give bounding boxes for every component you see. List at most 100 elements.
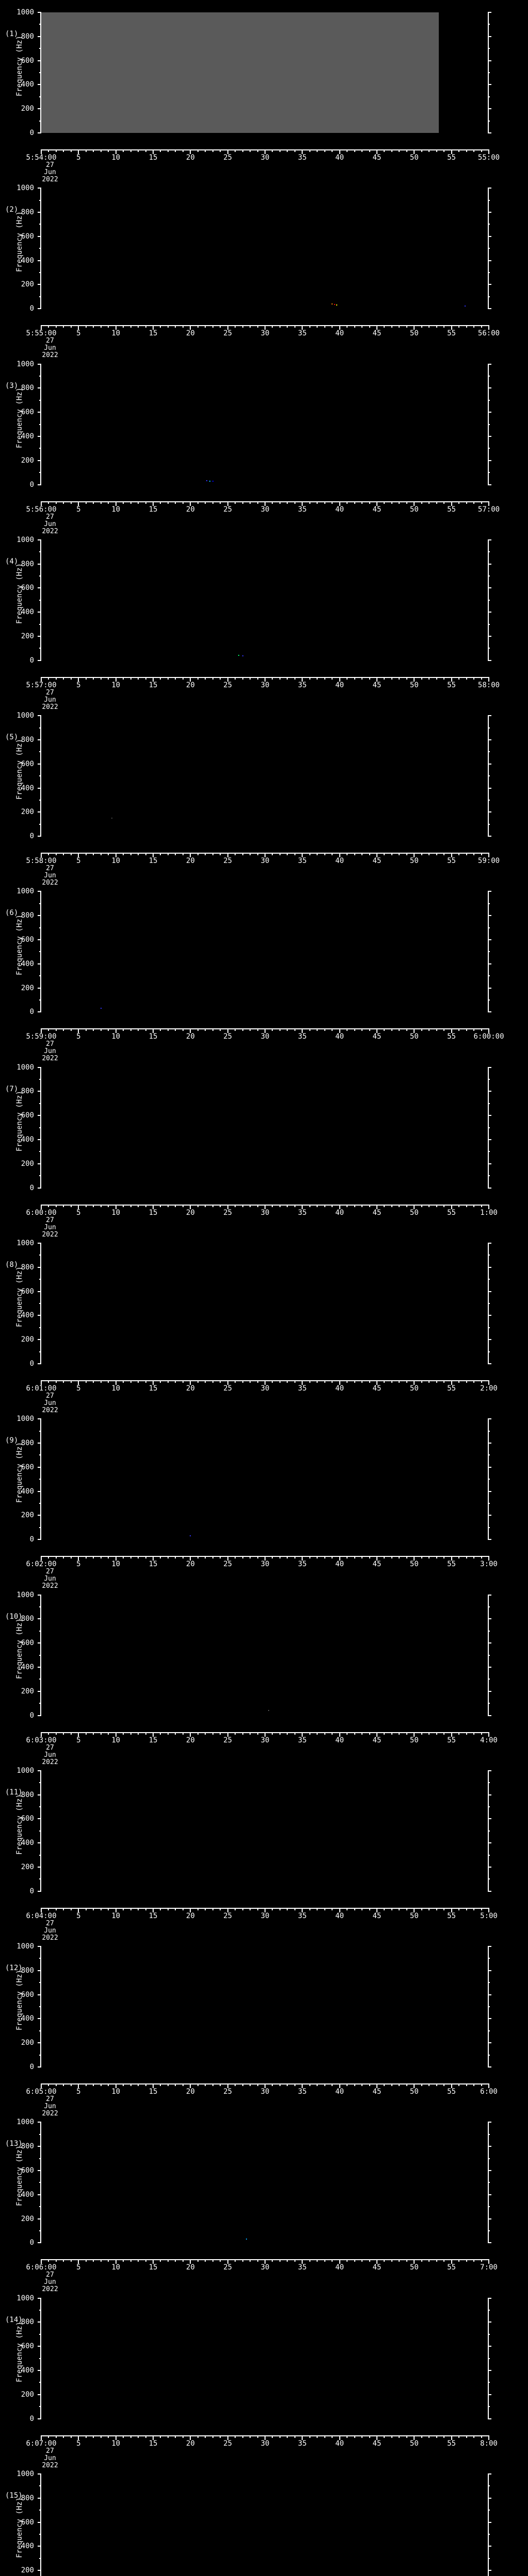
x-axis-tick-label: 45 [372,505,382,514]
x-axis-tick [317,2083,318,2087]
x-axis-tick [443,676,445,680]
plot-area[interactable] [41,364,489,485]
date-stamp-line: Jun [44,1223,56,1231]
x-axis-tick-label: 15 [148,1032,158,1041]
plot-area[interactable] [41,716,489,837]
panel-number-label: (8) [5,1260,19,1269]
plot-area[interactable] [41,188,489,309]
y-axis-tick-label: 600 [21,1815,34,1823]
y-axis-tick-label: 400 [21,1311,34,1320]
x-axis-tick [182,853,184,856]
y-axis-tick-right [488,2170,491,2171]
x-axis-tick [473,2259,475,2262]
y-axis-tick-right [488,2521,491,2523]
x-axis-tick [272,1204,273,1207]
x-axis-tick-label: 20 [186,681,195,689]
x-axis-tick [302,325,303,330]
x-axis-tick [167,1380,169,1383]
plot-area[interactable] [41,2298,489,2419]
plot-area[interactable] [41,891,489,1012]
y-axis-tick [39,96,41,97]
x-axis-tick [428,2259,430,2262]
y-axis-tick [39,1878,41,1880]
y-axis-tick-right [488,1842,491,1844]
x-axis-tick [190,1907,191,1912]
x-axis-tick-label: 35 [298,329,307,338]
date-stamp-line: 27 [46,1919,54,1927]
x-axis-tick [473,853,475,856]
date-stamp-line: Jun [44,1926,56,1935]
x-axis-tick [332,2435,333,2438]
x-axis-tick [55,2259,57,2262]
x-axis-tick [130,149,131,152]
plot-area[interactable] [41,12,489,133]
detection-point [464,306,466,307]
x-axis-tick [421,1732,422,1735]
y-axis-tick [39,199,41,201]
y-axis-tick [39,24,41,25]
x-axis-tick [115,1907,117,1912]
y-axis-tick-right [488,811,491,813]
plot-area[interactable] [41,2473,489,2576]
x-axis-tick [436,325,437,328]
x-axis-end-label: 3:00 [480,1560,498,1569]
x-axis-tick [41,2083,42,2089]
x-axis-tick [488,676,489,682]
x-axis-tick [451,2083,452,2089]
x-axis-tick [317,2435,318,2438]
x-axis-tick [302,1732,303,1737]
plot-area[interactable] [41,1067,489,1188]
x-axis-tick [265,853,266,858]
x-axis-tick [458,2435,460,2438]
x-axis-tick-label: 15 [148,681,158,689]
x-axis-tick [242,1204,243,1207]
x-axis-tick-label: 35 [298,154,307,162]
x-axis-tick [346,1204,348,1207]
x-axis-tick [339,676,340,682]
x-axis-tick [130,501,131,504]
x-axis-tick [399,1380,400,1383]
y-axis-tick-right [488,1690,491,1692]
x-axis-tick [458,1204,460,1207]
y-axis-tick-right [488,648,490,649]
x-axis-tick [317,853,318,856]
plot-area[interactable] [41,2122,489,2243]
date-stamp-line: 2022 [42,1934,58,1942]
x-axis-tick [175,853,176,856]
y-axis-spine-left [38,2473,41,2576]
x-axis-tick [153,853,154,858]
x-axis-tick [309,325,310,328]
x-axis-tick [63,2435,64,2438]
y-axis-tick-right [488,2042,491,2044]
x-axis-tick [272,676,273,680]
y-axis-tick [38,1842,41,1844]
plot-area[interactable] [41,1595,489,1716]
x-axis-tick [302,1556,303,1561]
panel-number-label: (15) [5,2491,23,2500]
plot-area[interactable] [41,1946,489,2067]
y-axis-tick-label: 200 [21,105,34,113]
plot-area[interactable] [41,1770,489,1891]
y-axis-tick-right [488,2333,490,2335]
x-axis-tick [205,1907,206,1910]
plot-area[interactable] [41,1243,489,1364]
x-axis-tick [78,2435,79,2440]
x-axis-tick [175,325,176,328]
x-axis-tick-label: 45 [372,1911,382,1920]
plot-area[interactable] [41,1419,489,1540]
y-axis-tick [38,891,41,892]
plot-area[interactable] [41,539,489,660]
x-axis-tick [451,853,452,858]
y-axis-tick-right [488,751,490,753]
x-axis-tick [175,1732,176,1735]
y-axis-tick-label: 400 [21,1839,34,1848]
x-axis-tick [361,2435,363,2438]
x-axis-tick [466,149,467,152]
x-axis-tick [250,501,251,504]
y-axis-tick-label: 200 [21,2566,34,2575]
x-axis-end-label: 8:00 [480,2439,498,2448]
x-axis-tick [138,2259,139,2262]
x-axis-tick [354,1556,355,1559]
x-axis-tick [369,1204,370,1207]
